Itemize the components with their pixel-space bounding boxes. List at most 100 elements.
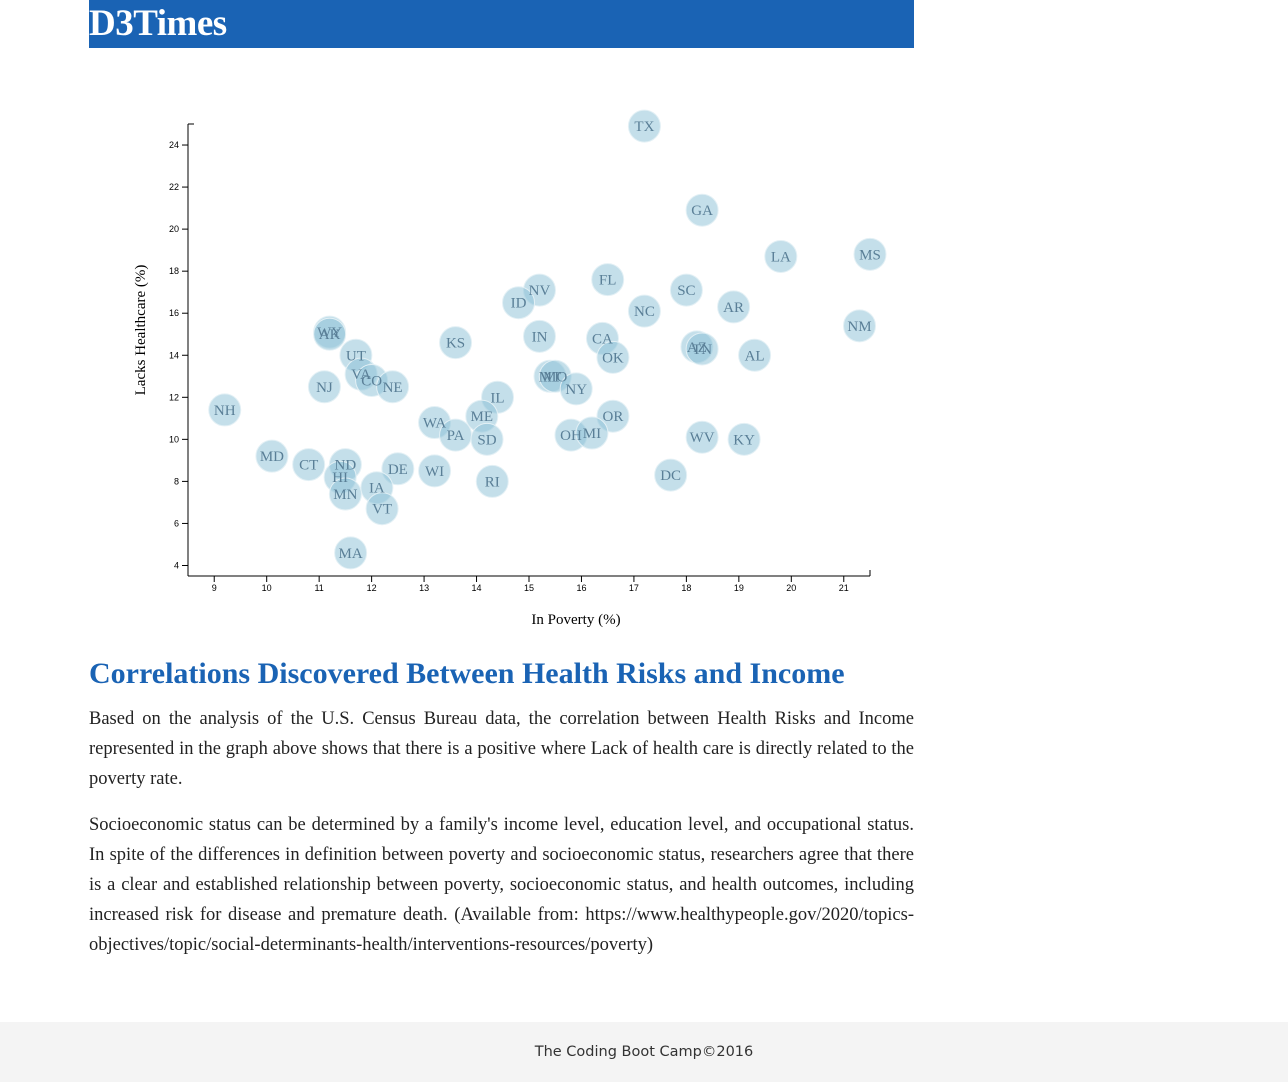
state-label-mt: MT: [539, 369, 562, 385]
state-label-ne: NE: [383, 380, 403, 396]
state-label-hi: HI: [332, 470, 348, 486]
state-label-ca: CA: [592, 331, 613, 347]
state-label-in: IN: [532, 329, 548, 345]
state-point-md[interactable]: [255, 439, 289, 473]
state-label-dc: DC: [660, 468, 681, 484]
state-label-oh: OH: [560, 428, 582, 444]
state-label-mn: MN: [333, 487, 357, 503]
state-label-ct: CT: [299, 458, 318, 474]
state-point-in[interactable]: [522, 319, 556, 353]
state-label-nm: NM: [847, 319, 871, 335]
article-title: Correlations Discovered Between Health R…: [89, 657, 845, 690]
state-point-ny[interactable]: [559, 372, 593, 406]
state-label-ga: GA: [691, 203, 713, 219]
state-point-tx[interactable]: [627, 109, 661, 143]
state-label-wa: WA: [423, 416, 446, 432]
state-label-sd: SD: [477, 432, 496, 448]
state-point-al[interactable]: [738, 338, 772, 372]
state-point-tn[interactable]: [685, 332, 719, 366]
state-label-nh: NH: [214, 403, 236, 419]
state-label-de: DE: [388, 462, 408, 478]
state-label-ia: IA: [369, 481, 385, 497]
state-point-sd[interactable]: [470, 422, 504, 456]
state-point-sc[interactable]: [669, 273, 703, 307]
x-axis-label: In Poverty (%): [531, 612, 620, 628]
state-label-co: CO: [361, 373, 382, 389]
state-label-ok: OK: [602, 350, 624, 366]
x-tick-label: 14: [472, 583, 482, 593]
state-label-sc: SC: [677, 283, 695, 299]
state-point-nc[interactable]: [627, 294, 661, 328]
state-point-ky[interactable]: [727, 422, 761, 456]
state-point-id[interactable]: [502, 286, 536, 320]
x-tick-label: 19: [734, 583, 744, 593]
x-tick-label: 9: [212, 583, 217, 593]
state-point-ar[interactable]: [717, 290, 751, 324]
page-footer: The Coding Boot Camp©2016: [0, 1022, 1288, 1082]
x-tick-label: 21: [839, 583, 849, 593]
state-point-vt[interactable]: [365, 492, 399, 526]
state-point-ms[interactable]: [853, 237, 887, 271]
state-label-wi: WI: [425, 464, 444, 480]
y-tick-label: 22: [169, 182, 179, 192]
state-label-ar: AR: [723, 300, 744, 316]
state-label-pa: PA: [447, 428, 465, 444]
state-point-nj[interactable]: [307, 370, 341, 404]
state-point-mn[interactable]: [328, 477, 362, 511]
state-label-nj: NJ: [316, 380, 333, 396]
state-label-wv: WV: [690, 430, 715, 446]
state-point-nh[interactable]: [208, 393, 242, 427]
y-tick-label: 8: [174, 476, 179, 486]
state-label-vt: VT: [372, 502, 392, 518]
state-point-nm[interactable]: [843, 309, 877, 343]
state-label-va: VA: [351, 367, 371, 383]
state-point-ne[interactable]: [376, 370, 410, 404]
state-point-ok[interactable]: [596, 340, 630, 374]
state-point-dc[interactable]: [654, 458, 688, 492]
x-tick-label: 16: [576, 583, 586, 593]
state-label-ak: AK: [319, 327, 341, 343]
state-point-ak[interactable]: [313, 317, 347, 351]
state-point-ct[interactable]: [292, 448, 326, 482]
state-point-de[interactable]: [381, 452, 415, 486]
x-tick-label: 17: [629, 583, 639, 593]
state-point-ri[interactable]: [475, 464, 509, 498]
state-point-ma[interactable]: [334, 536, 368, 570]
state-point-wi[interactable]: [418, 454, 452, 488]
x-tick-label: 18: [681, 583, 691, 593]
state-point-la[interactable]: [764, 239, 798, 273]
state-label-al: AL: [745, 348, 765, 364]
state-label-nc: NC: [634, 304, 655, 320]
state-label-ri: RI: [485, 474, 500, 490]
state-label-il: IL: [490, 390, 504, 406]
y-tick-label: 16: [169, 308, 179, 318]
state-label-me: ME: [471, 409, 494, 425]
state-label-nv: NV: [529, 283, 551, 299]
y-tick-label: 10: [169, 434, 179, 444]
state-label-nd: ND: [335, 458, 357, 474]
brand-title: D3Times: [89, 3, 227, 44]
state-point-mi[interactable]: [575, 416, 609, 450]
site-header: D3Times: [89, 0, 914, 48]
state-label-tx: TX: [634, 119, 654, 135]
state-label-tn: TN: [692, 342, 712, 358]
x-tick-label: 11: [314, 583, 323, 593]
x-tick-label: 10: [262, 583, 272, 593]
state-point-fl[interactable]: [591, 263, 625, 297]
state-point-ga[interactable]: [685, 193, 719, 227]
x-tick-label: 12: [367, 583, 377, 593]
state-point-ks[interactable]: [439, 326, 473, 360]
state-label-az: AZ: [687, 340, 707, 356]
state-label-ms: MS: [859, 247, 881, 263]
footer-text: The Coding Boot Camp©2016: [534, 1044, 754, 1060]
state-label-mo: MO: [543, 369, 567, 385]
state-point-wv[interactable]: [685, 420, 719, 454]
state-label-ks: KS: [446, 336, 465, 352]
state-label-la: LA: [771, 249, 791, 265]
y-tick-label: 18: [169, 266, 179, 276]
state-label-ny: NY: [565, 382, 587, 398]
y-tick-label: 12: [169, 392, 179, 402]
y-tick-label: 20: [169, 224, 179, 234]
y-tick-label: 4: [174, 560, 179, 570]
state-label-fl: FL: [599, 273, 617, 289]
